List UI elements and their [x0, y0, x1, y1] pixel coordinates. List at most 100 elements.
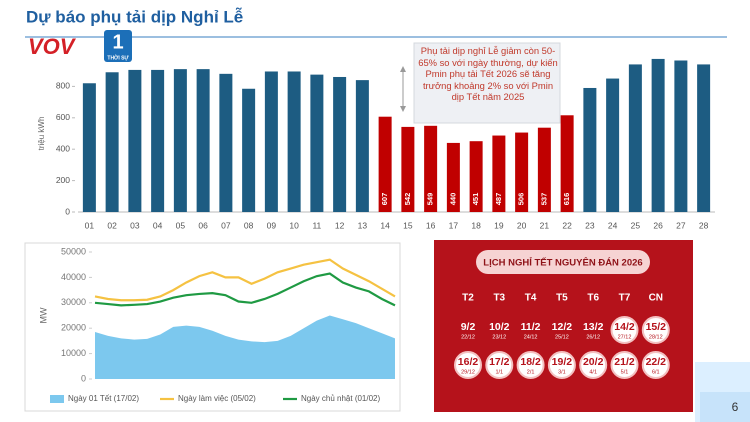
x-tick-label: 06: [198, 220, 208, 230]
bar: [537, 127, 551, 212]
y-tick-label: 10000: [61, 348, 86, 358]
bar: [128, 69, 142, 212]
date: 19/2: [552, 356, 573, 368]
legend-label: Ngày làm việc (05/02): [178, 394, 256, 403]
annotation: Phụ tải dịp nghỉ Lễ giảm còn 50-65% so v…: [418, 45, 558, 103]
x-tick-label: 18: [471, 220, 481, 230]
holiday-circle: [641, 351, 670, 379]
bar: [82, 83, 96, 212]
x-tick-label: 03: [130, 220, 140, 230]
holiday-circle: [485, 351, 514, 379]
holiday-circle: [547, 351, 576, 379]
date: 10/2: [489, 321, 510, 333]
x-tick-label: 16: [426, 220, 436, 230]
holiday-circle: [610, 351, 639, 379]
weekday: T6: [587, 293, 599, 304]
x-tick-label: 10: [289, 220, 299, 230]
holiday-circle: [454, 351, 482, 379]
bar: [219, 73, 233, 212]
line: [94, 272, 396, 307]
x-tick-label: 04: [153, 220, 163, 230]
bar: [515, 132, 529, 212]
weekday: T5: [556, 293, 568, 304]
lunar-date: 25/12: [555, 334, 569, 340]
legend-label: Ngày chủ nhật (01/02): [301, 394, 380, 403]
y-axis-label: MW: [38, 307, 48, 323]
bar: [242, 88, 256, 212]
bar: [560, 115, 574, 212]
bar: [469, 141, 483, 212]
bar: [196, 69, 210, 212]
y-tick-label: 40000: [61, 272, 86, 282]
x-tick-label: 14: [380, 220, 390, 230]
lunar-date: 6/1: [652, 369, 660, 375]
lunar-date: 24/12: [524, 334, 538, 340]
bar: [287, 71, 301, 212]
bar: [446, 142, 460, 212]
area: [95, 315, 395, 379]
logo-brand: VOV: [28, 34, 77, 59]
weekday: T3: [493, 293, 505, 304]
date: 17/2: [489, 356, 510, 368]
annotation-holder: Phụ tải dịp nghỉ Lễ giảm còn 50-65% so v…: [418, 45, 558, 103]
date: 11/2: [521, 321, 541, 333]
bar: [264, 71, 278, 212]
value-label: 549: [426, 193, 435, 206]
weekday: T7: [619, 293, 631, 304]
x-tick-label: 21: [540, 220, 550, 230]
lunar-date: 26/12: [586, 334, 600, 340]
value-label: 487: [494, 193, 503, 206]
x-tick-label: 20: [517, 220, 527, 230]
lunar-date: 4/1: [589, 369, 597, 375]
bar: [333, 76, 347, 212]
date: 13/2: [583, 321, 604, 333]
x-tick-label: 09: [267, 220, 277, 230]
value-label: 537: [539, 193, 548, 206]
slide-title: Dự báo phụ tải dịp Nghỉ Lễ: [26, 7, 243, 26]
bar: [583, 87, 597, 212]
y-tick-label: 0: [65, 206, 70, 216]
bar: [105, 72, 119, 213]
weekday: T2: [462, 293, 474, 304]
date: 21/2: [614, 356, 635, 368]
bar: [628, 64, 642, 212]
x-tick-label: 15: [403, 220, 413, 230]
y-tick-label: 20000: [61, 323, 86, 333]
date: 14/2: [614, 321, 635, 333]
lunar-date: 28/12: [649, 334, 663, 340]
weekday: CN: [649, 293, 663, 304]
y-tick-label: 50000: [61, 246, 86, 256]
x-tick-label: 24: [608, 220, 618, 230]
annotation-box: [413, 42, 561, 124]
x-tick-label: 22: [562, 220, 572, 230]
x-tick-label: 27: [676, 220, 686, 230]
y-tick-label: 200: [56, 175, 70, 185]
bar: [492, 135, 506, 212]
logo-channel: 1: [112, 31, 123, 53]
x-tick-label: 11: [312, 220, 321, 230]
value-label: 506: [517, 193, 526, 206]
bar: [424, 125, 438, 212]
bar: [173, 69, 187, 212]
y-tick-label: 0: [81, 373, 86, 383]
y-axis-label: triệu kWh: [37, 117, 46, 151]
x-tick-label: 08: [244, 220, 254, 230]
weekday: T4: [525, 293, 537, 304]
y-tick-label: 30000: [61, 297, 86, 307]
date: 12/2: [552, 321, 573, 333]
logo-caption: THỜI SỰ: [107, 53, 129, 61]
holiday-circle: [610, 316, 639, 344]
x-tick-label: 26: [653, 220, 663, 230]
x-tick-label: 07: [221, 220, 231, 230]
bar: [355, 80, 369, 213]
calendar-banner: [476, 250, 650, 274]
bar: [401, 126, 415, 212]
holiday-circle: [579, 351, 608, 379]
value-label: 542: [403, 193, 412, 206]
y-tick-label: 400: [56, 143, 70, 153]
x-tick-label: 12: [335, 220, 345, 230]
y-tick-label: 600: [56, 112, 70, 122]
lunar-date: 1/1: [495, 369, 503, 375]
logo-badge: [104, 30, 132, 62]
